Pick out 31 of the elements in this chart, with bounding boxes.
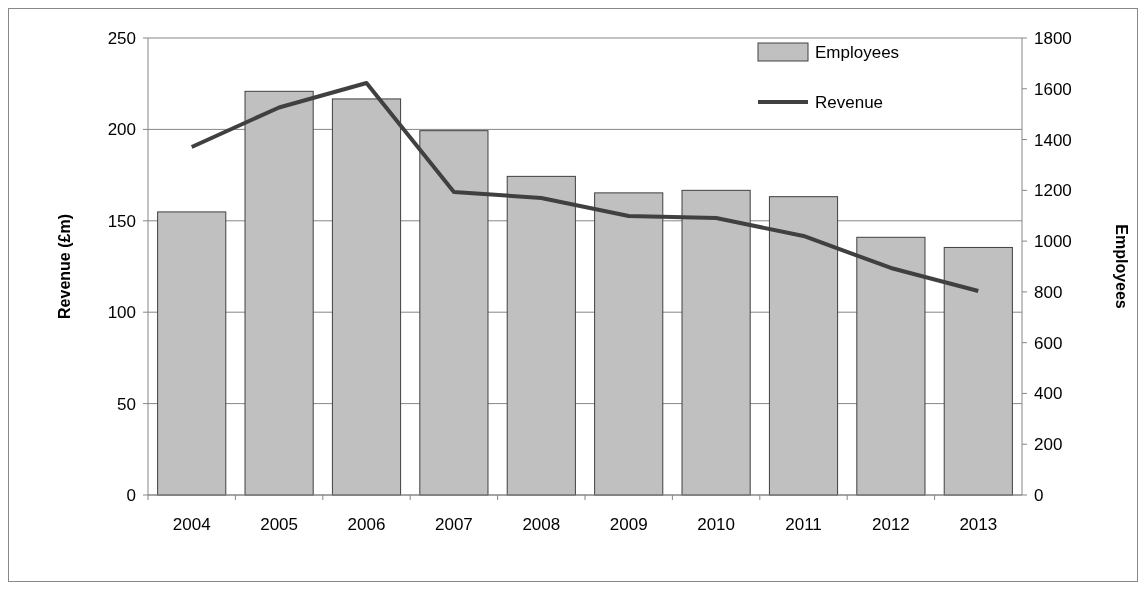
y-tick-label: 150 [107, 211, 136, 231]
x-tick-label: 2012 [871, 515, 910, 534]
y-tick-label: 100 [107, 303, 136, 323]
x-tick-label: 2005 [260, 515, 299, 534]
y2-tick-label: 1400 [1034, 130, 1072, 150]
y2-tick-label: 0 [1034, 485, 1044, 505]
y2-tick-label: 1200 [1034, 181, 1072, 201]
y2-tick-label: 600 [1034, 333, 1063, 353]
x-tick-label: 2011 [785, 515, 822, 534]
y-tick-label: 0 [126, 485, 136, 505]
x-tick-label: 2004 [172, 515, 211, 534]
x-tick-label: 2009 [609, 515, 648, 534]
y2-tick-label: 400 [1034, 384, 1063, 404]
y2-tick-label: 1800 [1034, 28, 1072, 48]
y-tick-label: 250 [107, 28, 136, 48]
legend-label: Revenue [815, 92, 884, 112]
bar [157, 211, 227, 496]
x-tick-label: 2013 [959, 515, 998, 534]
x-tick-label: 2007 [434, 515, 473, 534]
y2-axis-title: Employees [1113, 224, 1130, 309]
y2-tick-label: 1600 [1034, 79, 1072, 99]
y2-tick-label: 200 [1034, 435, 1063, 455]
legend-label: Employees [815, 42, 900, 62]
x-tick-label: 2008 [522, 515, 561, 534]
y-tick-label: 200 [107, 120, 136, 140]
y2-tick-label: 800 [1034, 282, 1063, 302]
y2-tick-label: 1000 [1034, 232, 1072, 252]
x-tick-label: 2006 [347, 515, 386, 534]
y-axis-title: Revenue (£m) [56, 214, 73, 319]
y-tick-label: 50 [117, 394, 136, 414]
x-tick-label: 2010 [697, 515, 736, 534]
